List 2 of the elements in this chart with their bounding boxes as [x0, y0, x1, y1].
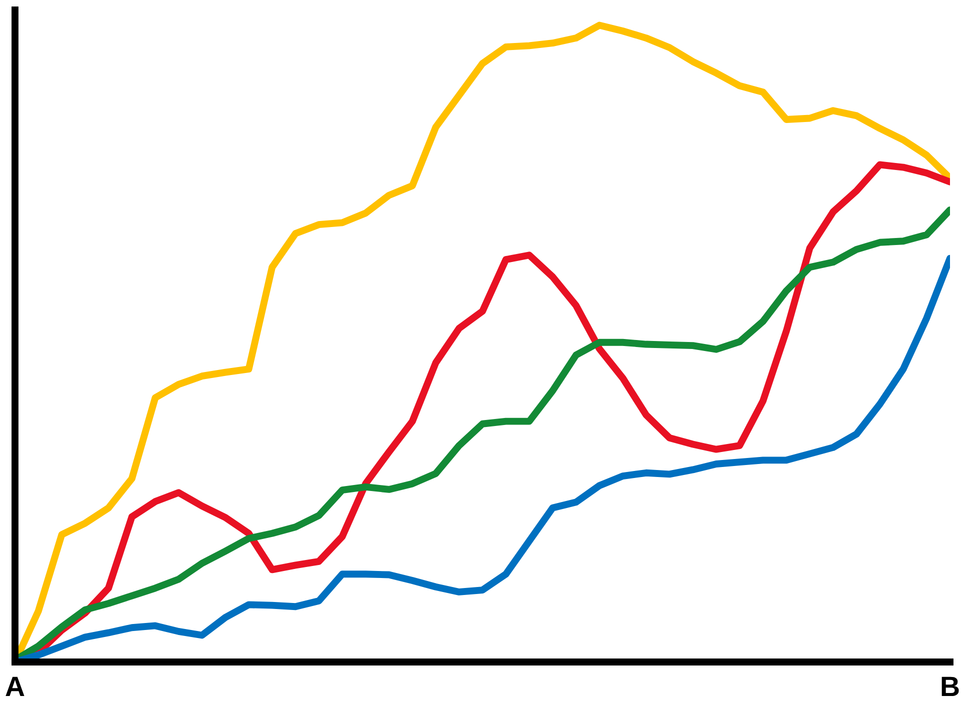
- x-tick-label: A: [6, 676, 24, 696]
- x-tick-label: B: [942, 676, 959, 696]
